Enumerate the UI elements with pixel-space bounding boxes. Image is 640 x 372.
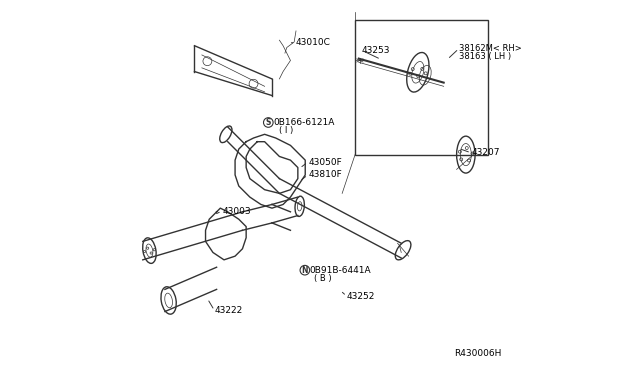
Text: 43222: 43222 xyxy=(215,306,243,315)
Text: 38162M< RH>: 38162M< RH> xyxy=(459,44,522,53)
Text: 38163 ( LH ): 38163 ( LH ) xyxy=(459,52,511,61)
Text: ( B ): ( B ) xyxy=(314,274,332,283)
Text: R430006H: R430006H xyxy=(454,350,501,359)
Text: 0B91B-6441A: 0B91B-6441A xyxy=(309,266,371,275)
Text: 0B166-6121A: 0B166-6121A xyxy=(274,118,335,127)
Text: 43810F: 43810F xyxy=(308,170,342,179)
Text: ( I ): ( I ) xyxy=(279,126,293,135)
Text: 43253: 43253 xyxy=(362,46,390,55)
Text: 43050F: 43050F xyxy=(308,157,342,167)
Circle shape xyxy=(300,265,310,275)
Circle shape xyxy=(264,118,273,127)
Text: N: N xyxy=(301,266,308,275)
Text: 43207: 43207 xyxy=(472,148,500,157)
Text: 43003: 43003 xyxy=(222,206,251,216)
Text: 43010C: 43010C xyxy=(296,38,331,47)
Text: 43252: 43252 xyxy=(347,292,375,301)
Text: S: S xyxy=(266,118,271,127)
Bar xyxy=(355,20,488,155)
